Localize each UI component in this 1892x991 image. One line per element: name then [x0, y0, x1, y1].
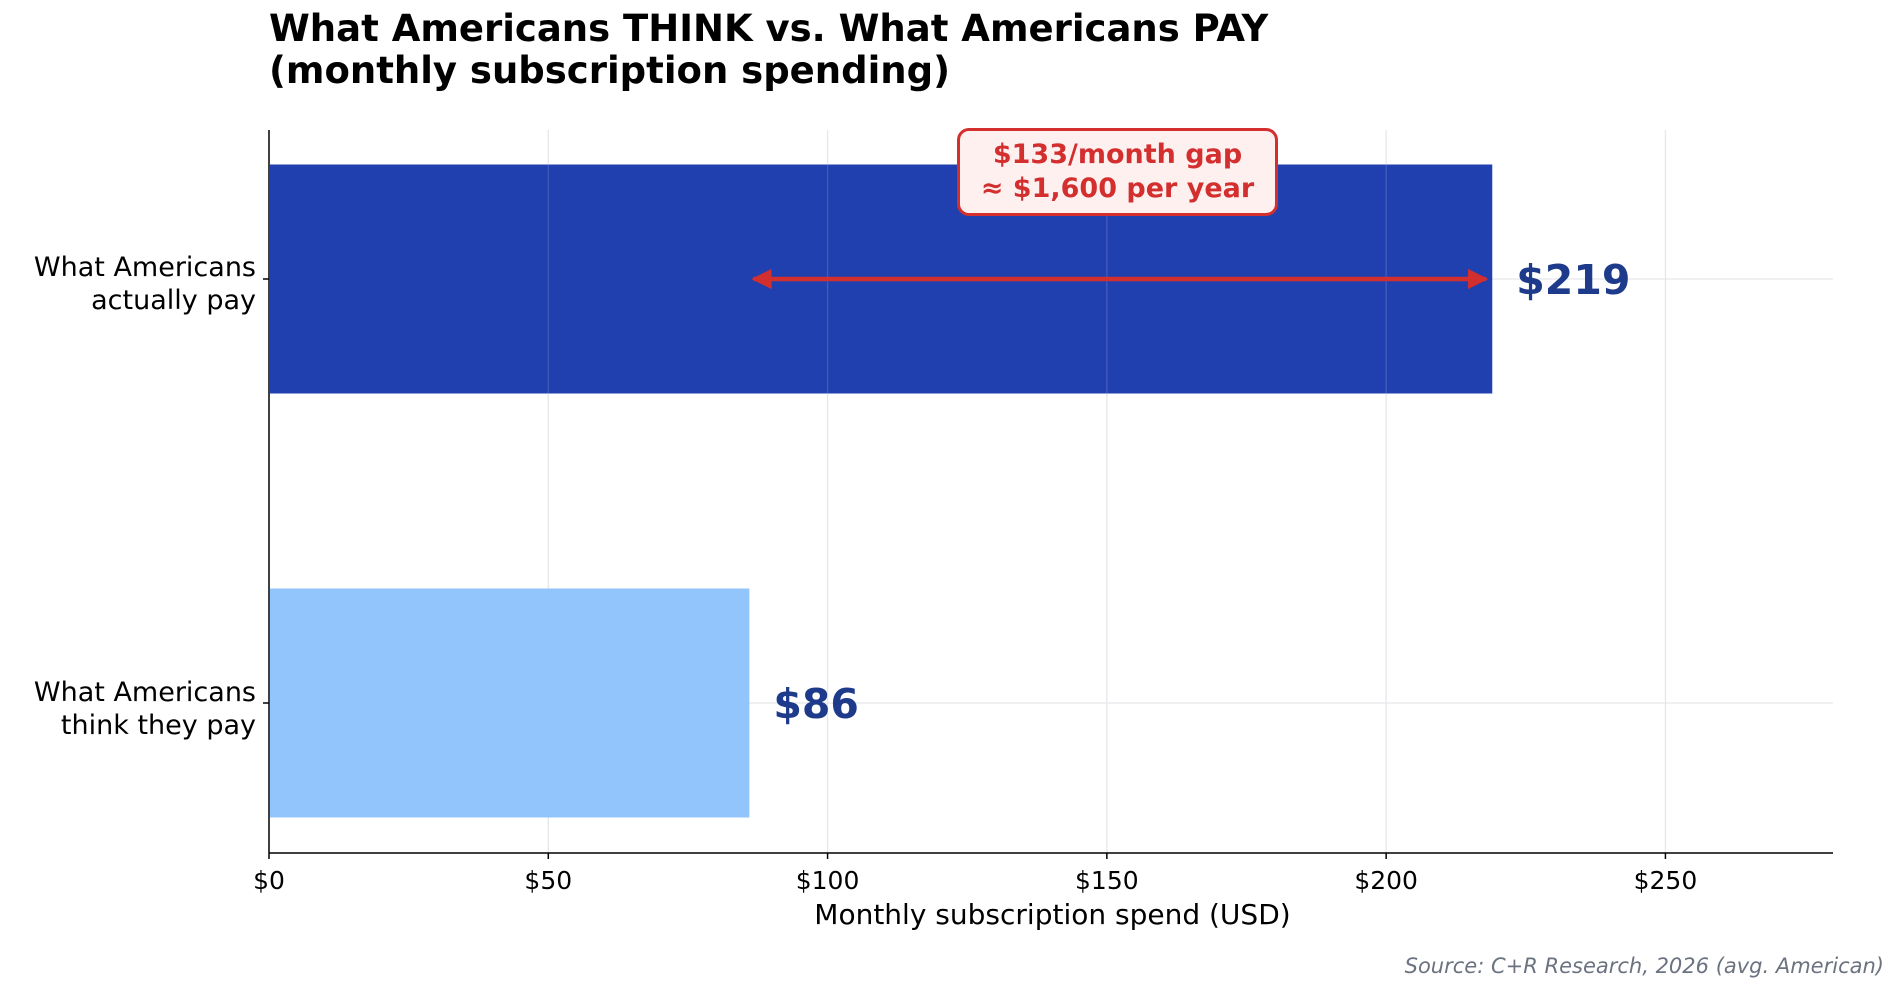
- y-tick-label-line: What Americans: [33, 677, 256, 708]
- value-label: $219: [1516, 256, 1630, 304]
- x-tick-label: $200: [1354, 866, 1418, 895]
- x-tick-label: $0: [253, 866, 285, 895]
- y-tick-label-line: actually pay: [91, 285, 256, 316]
- bars: [270, 164, 1493, 818]
- x-tick-label: $50: [524, 866, 572, 895]
- x-axis-label: Monthly subscription spend (USD): [814, 898, 1291, 931]
- x-tick-label: $100: [796, 866, 860, 895]
- x-tick-label: $150: [1075, 866, 1139, 895]
- source-note: Source: C+R Research, 2026 (avg. America…: [1404, 954, 1884, 978]
- value-label: $86: [773, 680, 859, 728]
- y-tick-label-think-they-pay: What Americans think they pay: [34, 676, 256, 742]
- y-tick-label-actually-pay: What Americans actually pay: [34, 251, 256, 317]
- bar: [270, 588, 750, 818]
- y-tick-label-line: What Americans: [33, 252, 256, 283]
- gap-callout-box: $133/month gap ≈ $1,600 per year: [957, 128, 1278, 216]
- chart-title-line-1: What Americans THINK vs. What Americans …: [269, 7, 1269, 50]
- axes: $0 $50 $100 $150 $200 $250: [253, 130, 1833, 895]
- chart-title-line-2: (monthly subscription spending): [269, 49, 951, 92]
- x-tick-label: $250: [1634, 866, 1698, 895]
- value-labels: $219 $86: [773, 256, 1630, 728]
- gap-callout-line-2: ≈ $1,600 per year: [980, 173, 1255, 204]
- chart-title: What Americans THINK vs. What Americans …: [269, 8, 1268, 92]
- y-tick-label-line: think they pay: [60, 710, 256, 741]
- gap-callout-line-1: $133/month gap: [992, 139, 1243, 170]
